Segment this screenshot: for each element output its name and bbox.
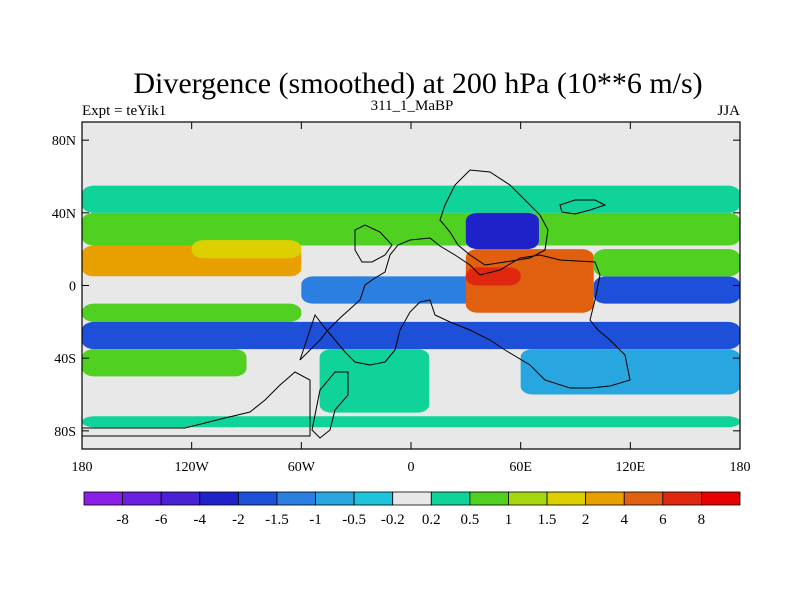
x-tick-label-1: 120W [175,460,210,475]
field-band-9 [82,349,247,377]
colorbar-label-3: -2 [232,512,245,528]
colorbar-label-14: 6 [659,512,667,528]
colorbar-label-10: 1 [505,512,513,528]
x-tick-label-3: 0 [408,460,415,475]
field-band-13 [593,276,740,304]
x-tick-label-6: 180 [730,460,751,475]
colorbar-box-6 [315,491,355,506]
colorbar-label-9: 0.5 [461,512,480,528]
field-band-0 [82,122,740,186]
y-tick-label-1: 40N [52,207,76,222]
colorbar-box-16 [701,491,741,506]
colorbar-label-0: -8 [116,512,129,528]
field-band-17 [191,240,302,259]
field-band-4 [82,212,740,246]
colorbar-box-11 [508,491,548,506]
colorbar-label-15: 8 [698,512,706,528]
field-band-1 [82,427,740,449]
colorbar-label-11: 1.5 [538,512,557,528]
colorbar-box-8 [392,491,432,506]
field-bands [82,122,740,449]
colorbar-box-10 [469,491,509,506]
colorbar-box-2 [160,491,201,506]
colorbar-label-1: -6 [155,512,168,528]
x-tick-label-5: 120E [616,460,646,475]
field-band-7 [82,303,302,322]
colorbar-box-5 [276,491,316,506]
field-band-18 [465,267,521,286]
field-band-11 [465,249,594,313]
colorbar-box-1 [122,491,162,506]
colorbar-box-14 [623,491,664,506]
x-tick-label-0: 180 [72,460,93,475]
colorbar-box-12 [546,491,587,506]
chart-title: Divergence (smoothed) at 200 hPa (10**6 … [133,67,702,100]
colorbar-box-15 [662,491,702,506]
colorbar-box-0 [83,491,123,506]
colorbar-label-13: 4 [620,512,628,528]
colorbar-label-5: -1 [309,512,322,528]
field-band-3 [82,185,740,213]
y-tick-label-2: 0 [69,280,76,295]
colorbar: -8 -6 -4 -2 -1.5 -1 -0.5 -0.2 0.2 0.5 1 1.5 2 4 6 8 [83,491,741,528]
colorbar-label-8: 0.2 [422,512,441,528]
field-band-12 [465,212,539,250]
colorbar-label-12: 2 [582,512,590,528]
subtitle-left: Expt = teYik1 [82,103,166,119]
field-band-16 [319,349,430,413]
field-band-10 [301,276,485,304]
x-tick-label-4: 60E [509,460,532,475]
field-band-2 [82,416,740,428]
plot-area [81,121,741,450]
subtitle-right: JJA [717,103,740,119]
colorbar-box-7 [353,491,394,506]
colorbar-label-6: -0.5 [342,512,366,528]
y-tick-label-3: 40S [54,352,76,367]
y-tick-label-0: 80N [52,134,76,149]
colorbar-box-9 [430,491,471,506]
colorbar-label-2: -4 [194,512,207,528]
subtitle-center: 311_1_MaBP [371,98,454,114]
x-tick-label-2: 60W [288,460,316,475]
continent-outline [81,169,631,439]
y-axis: 80N 40N 0 40S 80S [52,134,740,440]
colorbar-box-4 [237,491,278,506]
field-band-14 [593,249,740,277]
colorbar-label-7: -0.2 [381,512,405,528]
field-band-6 [82,276,302,304]
field-band-8 [82,321,740,350]
colorbar-label-4: -1.5 [265,512,289,528]
y-tick-label-4: 80S [54,425,76,440]
field-band-15 [520,349,740,395]
colorbar-box-3 [199,491,239,506]
x-axis: 180 120W 60W 0 60E 120E 180 [72,122,751,475]
colorbar-box-13 [585,491,625,506]
